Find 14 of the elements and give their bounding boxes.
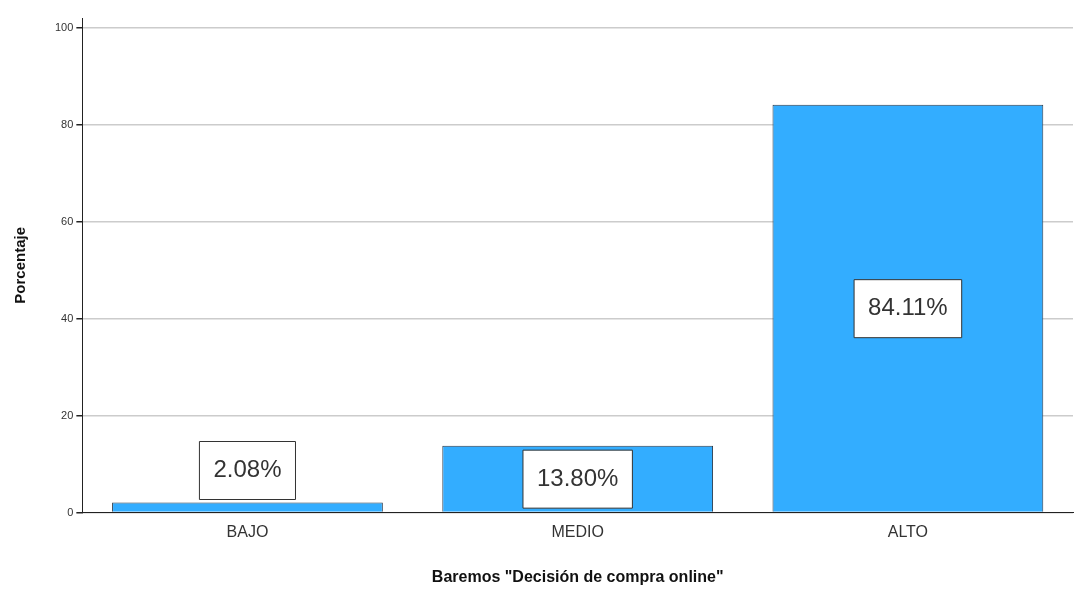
y-tick-label: 100 [54,20,74,33]
y-tick-label: 60 [61,214,74,227]
x-axis-title: Baremos "Decisión de compra online" [431,567,724,585]
x-tick-label: MEDIO [551,522,604,540]
y-axis-title: Porcentaje [11,226,29,304]
y-tick-label: 40 [61,311,74,324]
x-tick-label: ALTO [887,522,929,540]
y-tick-label: 0 [67,505,74,518]
data-label: 84.11% [868,293,948,321]
y-tick-label: 20 [61,408,74,421]
x-tick-label: BAJO [226,522,269,540]
y-tick-label: 80 [61,117,74,130]
data-label: 2.08% [213,455,282,483]
data-label: 13.80% [536,463,619,491]
